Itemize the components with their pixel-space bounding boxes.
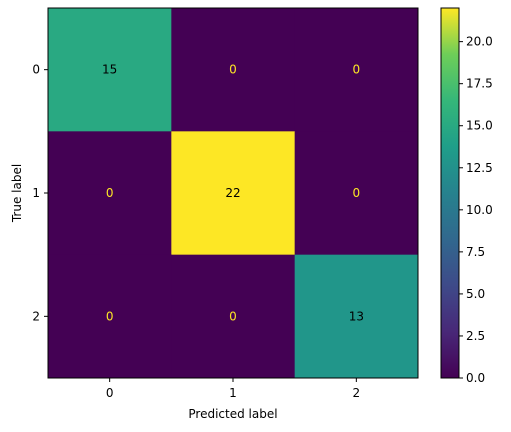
colorbar-tick-label-4: 10.0 (466, 203, 493, 217)
heatmap-cells (48, 8, 419, 379)
y-axis-label: True label (10, 164, 24, 223)
cell-value-0-0: 15 (102, 63, 117, 77)
cell-value-1-0: 0 (106, 186, 114, 200)
x-tick-label-1: 1 (229, 386, 237, 400)
x-axis-label: Predicted label (188, 407, 277, 421)
colorbar-tick-label-1: 2.5 (466, 329, 485, 343)
cell-value-labels: 15 0 0 0 22 0 0 0 13 (102, 63, 364, 324)
y-axis-ticks: 0 1 2 (32, 63, 48, 323)
colorbar-ticks: 0.0 2.5 5.0 7.5 10.0 12.5 15.0 17.5 20.0 (459, 35, 493, 385)
heatmap-cell-2-2 (294, 254, 419, 379)
colorbar-tick-label-6: 15.0 (466, 119, 493, 133)
cell-value-2-0: 0 (106, 309, 114, 323)
heatmap-cell-2-1 (171, 254, 296, 379)
heatmap-cell-1-1 (171, 131, 296, 256)
cell-value-0-2: 0 (353, 63, 361, 77)
colorbar (440, 7, 460, 379)
x-tick-label-2: 2 (353, 386, 361, 400)
colorbar-tick-label-5: 12.5 (466, 161, 493, 175)
heatmap-cell-2-0 (48, 254, 172, 379)
cell-value-2-1: 0 (229, 309, 237, 323)
y-tick-label-1: 1 (32, 186, 40, 200)
x-axis-ticks: 0 1 2 (106, 378, 360, 400)
heatmap-cell-1-2 (294, 131, 419, 256)
heatmap-cell-1-0 (48, 131, 172, 256)
colorbar-tick-label-0: 0.0 (466, 371, 485, 385)
colorbar-tick-label-8: 20.0 (466, 35, 493, 49)
colorbar-tick-label-3: 7.5 (466, 245, 485, 259)
heatmap-cell-0-2 (294, 8, 419, 132)
cell-value-2-2: 13 (349, 309, 364, 323)
y-tick-label-0: 0 (32, 63, 40, 77)
colorbar-tick-label-7: 17.5 (466, 77, 493, 91)
x-tick-label-0: 0 (106, 386, 114, 400)
y-tick-label-2: 2 (32, 309, 40, 323)
cell-value-1-1: 22 (225, 186, 240, 200)
colorbar-tick-label-2: 5.0 (466, 287, 485, 301)
heatmap-cell-0-1 (171, 8, 296, 132)
cell-value-0-1: 0 (229, 63, 237, 77)
cell-value-1-2: 0 (353, 186, 361, 200)
heatmap-cell-0-0 (48, 8, 172, 132)
